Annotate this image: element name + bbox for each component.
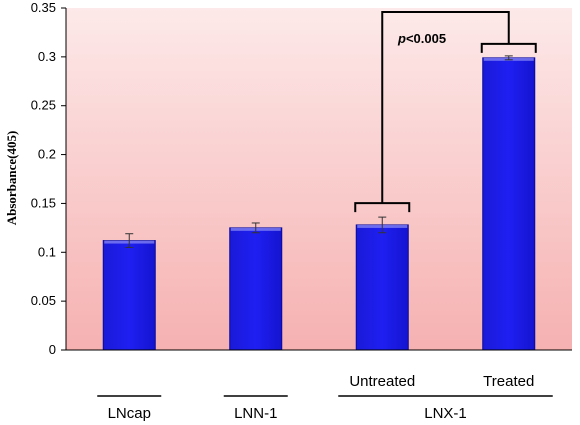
y-tick-label: 0.3 bbox=[38, 49, 56, 64]
y-tick-label: 0.2 bbox=[38, 147, 56, 162]
subcategory-label: Treated bbox=[483, 373, 534, 390]
y-tick-label: 0.35 bbox=[31, 0, 56, 15]
bar-lnn-1 bbox=[229, 227, 283, 351]
y-axis-label: Absorbance(405) bbox=[4, 131, 19, 226]
y-tick-label: 0.25 bbox=[31, 98, 56, 113]
y-tick-label: 0.05 bbox=[31, 293, 56, 308]
bar-lncap bbox=[102, 240, 156, 351]
bar-untreated bbox=[355, 224, 409, 351]
y-axis-ticks: 0 0.05 0.1 0.15 0.2 0.25 0.3 0.35 bbox=[31, 0, 66, 357]
error-bars bbox=[125, 55, 513, 248]
p-value-annotation: p<0.005 bbox=[397, 31, 446, 46]
y-tick-label: 0.1 bbox=[38, 244, 56, 259]
significance-bracket bbox=[354, 11, 537, 213]
bracket-connector bbox=[381, 11, 510, 204]
group-label-lnx-1: LNX-1 bbox=[424, 405, 467, 422]
p-value-rest: <0.005 bbox=[406, 31, 446, 46]
bars bbox=[102, 57, 536, 351]
subcategory-label: Untreated bbox=[349, 373, 415, 390]
y-tick-label: 0.15 bbox=[31, 195, 56, 210]
group-label-lnn-1: LNN-1 bbox=[234, 405, 277, 422]
bracket-cap bbox=[354, 202, 411, 213]
y-tick-label: 0 bbox=[49, 342, 56, 357]
category-labels: LNcap LNN-1 LNX-1 Untreated Treated bbox=[97, 373, 553, 422]
group-label-lncap: LNcap bbox=[108, 405, 151, 422]
bar-treated bbox=[482, 57, 536, 351]
p-value-italic: p bbox=[397, 31, 406, 46]
